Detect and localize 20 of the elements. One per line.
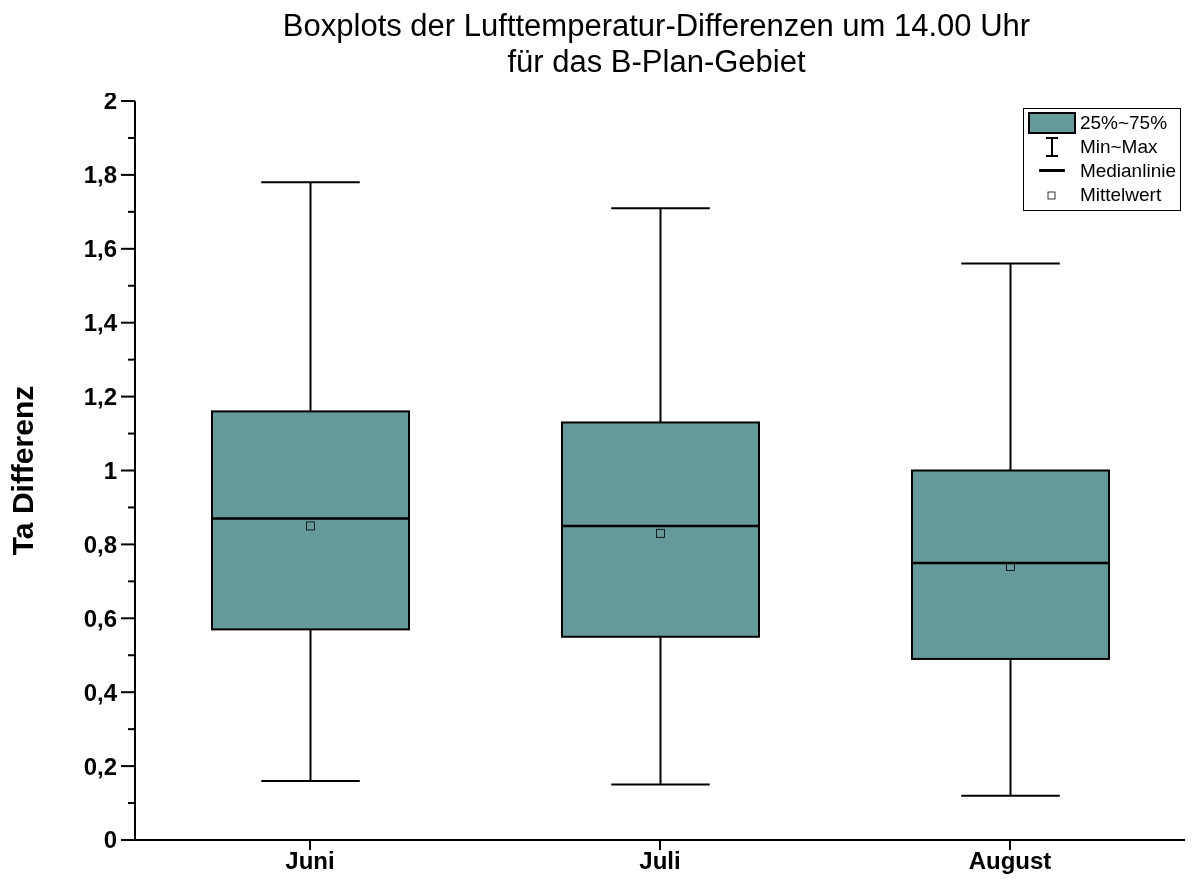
y-tick-label: 1,2 <box>83 383 117 410</box>
x-tick-label: Juni <box>285 847 335 875</box>
y-tick-label: 1,4 <box>83 309 118 337</box>
y-tick-label: 2 <box>103 87 117 115</box>
chart-title: Boxplots der Lufttemperatur-Differenzen um 14.00 Uhr für das B-Plan-Gebiet <box>282 8 1031 79</box>
x-tick-label: August <box>968 847 1052 875</box>
y-tick-label: 0,8 <box>83 530 117 558</box>
y-axis-title: Ta Differenz <box>5 385 39 556</box>
y-tick-label: 0,2 <box>83 752 117 780</box>
annotation: Min~Max <box>1079 135 1158 159</box>
x-tick-label: Juli <box>639 847 681 875</box>
annotation: Medianlinie <box>1079 159 1176 183</box>
y-tick-label: 1,6 <box>83 235 117 263</box>
annotation: Mittelwert <box>1079 183 1162 207</box>
y-tick-label: 0,4 <box>83 678 118 706</box>
y-tick-label: 1,8 <box>83 161 117 189</box>
legend-label: 25%~75% <box>1079 111 1168 135</box>
y-tick-label: 0,6 <box>83 604 117 632</box>
y-tick-label: 1 <box>103 456 117 484</box>
y-tick-label: 0 <box>103 826 117 854</box>
